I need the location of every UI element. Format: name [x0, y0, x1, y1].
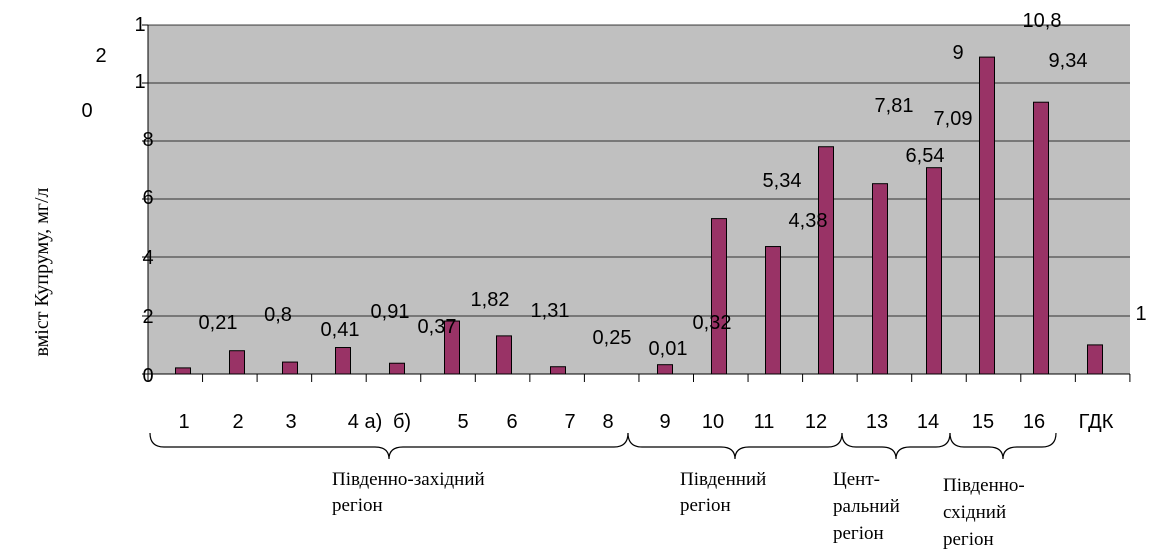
region-label: Південний — [680, 469, 766, 490]
data-label: 0,32 — [693, 312, 732, 334]
data-label: 0,21 — [199, 312, 238, 334]
data-label: 10,8 — [1023, 10, 1062, 32]
x-tick-label: 15 — [972, 411, 994, 433]
data-label: 6,54 — [906, 145, 945, 167]
x-tick-label: 13 — [866, 411, 888, 433]
data-label: 4,38 — [789, 210, 828, 232]
y-tick-label: 2 — [142, 306, 153, 328]
data-label: 0,41 — [321, 319, 360, 341]
x-tick-label: 2 — [232, 411, 243, 433]
data-label: 7,81 — [875, 95, 914, 117]
x-tick-label: 16 — [1023, 411, 1045, 433]
x-tick-label: 14 — [917, 411, 939, 433]
bar — [818, 146, 834, 375]
bar — [550, 366, 566, 375]
bar — [657, 364, 673, 375]
x-tick-label: 11 — [754, 411, 775, 433]
bar — [389, 362, 405, 375]
bar — [496, 335, 512, 375]
bar — [175, 367, 191, 375]
region-braces — [149, 432, 1057, 460]
bar — [979, 56, 995, 375]
bar — [335, 347, 351, 375]
stray-label: 2 — [95, 45, 106, 67]
x-tick-label: 8 — [602, 411, 613, 433]
region-brace — [841, 432, 951, 460]
bar — [1087, 344, 1103, 375]
bar — [872, 183, 888, 375]
region-brace — [149, 432, 629, 460]
x-tick-label: ГДК — [1079, 411, 1114, 433]
bar — [765, 246, 781, 375]
data-label: 7,09 — [934, 108, 973, 130]
x-tick-label: 6 — [506, 411, 517, 433]
data-label: 0,91 — [371, 301, 410, 323]
x-tick-label: 5 — [457, 411, 468, 433]
region-label: регіон — [833, 523, 884, 544]
region-label: ральний — [833, 496, 900, 517]
x-tick-label: 9 — [659, 411, 670, 433]
bar — [711, 218, 727, 375]
region-label: регіон — [943, 529, 994, 550]
x-tick-label: 10 — [702, 411, 724, 433]
data-label: 1,31 — [531, 300, 570, 322]
y-tick-label: 8 — [142, 129, 153, 151]
region-label: Цент- — [833, 469, 880, 490]
x-tick-label: 1 — [178, 411, 189, 433]
data-label: 0,8 — [264, 304, 292, 326]
data-label: 9,34 — [1049, 50, 1088, 72]
y-tick-label: 1 — [134, 14, 145, 36]
data-label: 1,82 — [471, 289, 510, 311]
bar — [282, 361, 298, 375]
gridlines — [148, 24, 1130, 317]
x-tick-label: 4 а) — [348, 411, 382, 433]
stray-labels: 2 0 1 — [81, 45, 1146, 325]
y-tick-label: 1 — [134, 71, 145, 93]
data-labels: 0,21 0,8 0,41 0,91 0,37 1,82 1,31 0,25 0,010,32 5… — [199, 10, 1088, 360]
x-tick-label: 3 — [285, 411, 296, 433]
x-tick-label: 7 — [564, 411, 575, 433]
data-label: 5,34 — [763, 170, 802, 192]
region-brace — [949, 432, 1057, 460]
stray-label: 0 — [81, 100, 92, 122]
stray-label: 1 — [1135, 303, 1146, 325]
x-tick-label: 12 — [805, 411, 827, 433]
region-label: Південно-західний — [332, 469, 485, 490]
data-label: 0,37 — [418, 316, 457, 338]
y-tick-label: 4 — [142, 247, 153, 269]
region-label: Південно- — [943, 475, 1025, 496]
region-labels: Південно-західний регіон Південний регіон Це… — [332, 469, 1025, 550]
x-tick-label: б) — [393, 411, 411, 433]
data-label: 9 — [952, 42, 963, 64]
data-label: 0,01 — [649, 338, 688, 360]
y-tick-label: 6 — [142, 187, 153, 209]
bar — [1033, 101, 1049, 375]
y-axis-label: вміст Купруму, мг/л — [31, 187, 53, 356]
bar — [229, 350, 245, 375]
region-label: регіон — [332, 495, 383, 516]
bar — [926, 167, 942, 375]
region-brace — [627, 432, 843, 460]
region-label: регіон — [680, 495, 731, 516]
data-label: 0,25 — [593, 327, 632, 349]
region-label: східний — [943, 502, 1006, 523]
